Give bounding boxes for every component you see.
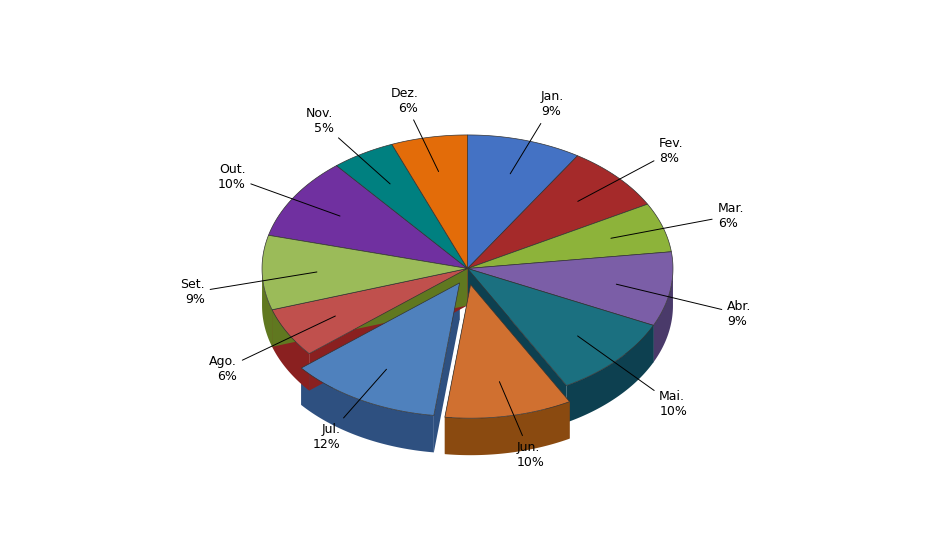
Text: Dez.
6%: Dez. 6%	[390, 86, 439, 171]
PathPatch shape	[445, 285, 569, 418]
PathPatch shape	[468, 204, 671, 268]
Text: Nov.
5%: Nov. 5%	[307, 107, 390, 184]
Text: Jul.
12%: Jul. 12%	[313, 369, 386, 451]
Polygon shape	[309, 268, 468, 390]
Polygon shape	[272, 268, 468, 347]
PathPatch shape	[468, 252, 673, 325]
Polygon shape	[470, 285, 569, 439]
PathPatch shape	[468, 268, 654, 386]
PathPatch shape	[272, 268, 468, 354]
PathPatch shape	[268, 165, 468, 268]
Polygon shape	[445, 285, 470, 454]
Text: Ago.
6%: Ago. 6%	[209, 316, 336, 383]
Text: Set.
9%: Set. 9%	[180, 272, 317, 307]
Text: Jun.
10%: Jun. 10%	[499, 382, 545, 469]
PathPatch shape	[468, 135, 578, 268]
Polygon shape	[272, 310, 309, 390]
PathPatch shape	[468, 156, 648, 268]
PathPatch shape	[337, 144, 468, 268]
Polygon shape	[468, 268, 654, 362]
Text: Out.
10%: Out. 10%	[218, 163, 340, 216]
Text: Mai.
10%: Mai. 10%	[578, 336, 687, 418]
Polygon shape	[567, 325, 654, 423]
Polygon shape	[262, 268, 272, 347]
Text: Fev.
8%: Fev. 8%	[578, 137, 683, 201]
Polygon shape	[301, 368, 434, 452]
Polygon shape	[272, 268, 468, 347]
Text: Abr.
9%: Abr. 9%	[616, 284, 752, 328]
Text: Mar.
6%: Mar. 6%	[611, 202, 744, 238]
PathPatch shape	[301, 283, 460, 416]
Polygon shape	[654, 269, 673, 362]
PathPatch shape	[262, 235, 468, 310]
Polygon shape	[301, 283, 460, 405]
Polygon shape	[468, 268, 567, 423]
PathPatch shape	[392, 135, 468, 268]
Polygon shape	[468, 268, 654, 362]
Polygon shape	[445, 402, 569, 455]
Text: Jan.
9%: Jan. 9%	[511, 90, 564, 174]
Polygon shape	[434, 283, 460, 452]
